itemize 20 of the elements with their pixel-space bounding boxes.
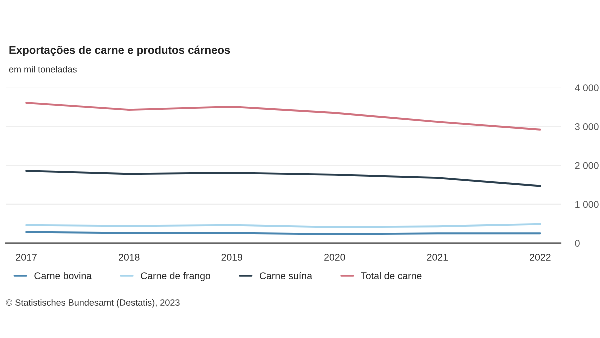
- legend-label: Carne suína: [260, 272, 312, 280]
- y-tick-label: 3 000: [575, 123, 599, 130]
- legend-label: Total de carne: [361, 272, 422, 280]
- x-tick-label: 2022: [530, 254, 551, 261]
- x-tick-label: 2021: [427, 254, 448, 261]
- y-tick-label: 2 000: [575, 162, 599, 170]
- chart-subtitle: em mil toneladas: [9, 66, 77, 73]
- x-tick-label: 2019: [222, 254, 242, 261]
- y-tick-label: 0: [575, 240, 580, 247]
- y-tick-label: 4 000: [575, 84, 599, 92]
- line-series: [26, 102, 542, 131]
- y-tick-label: 1 000: [576, 201, 599, 208]
- x-tick-label: 2020: [324, 254, 346, 261]
- chart-title: Exportações de carne e produtos cárneos: [10, 46, 230, 56]
- legend-label: Carne bovina: [34, 272, 92, 280]
- x-tick-label: 2017: [16, 254, 37, 261]
- line-series: [26, 170, 542, 188]
- legend-label: Carne de frango: [141, 272, 210, 282]
- x-tick-label: 2018: [119, 254, 140, 261]
- text: © Statistisches Bundesamt (Destatis), 2023: [6, 299, 180, 308]
